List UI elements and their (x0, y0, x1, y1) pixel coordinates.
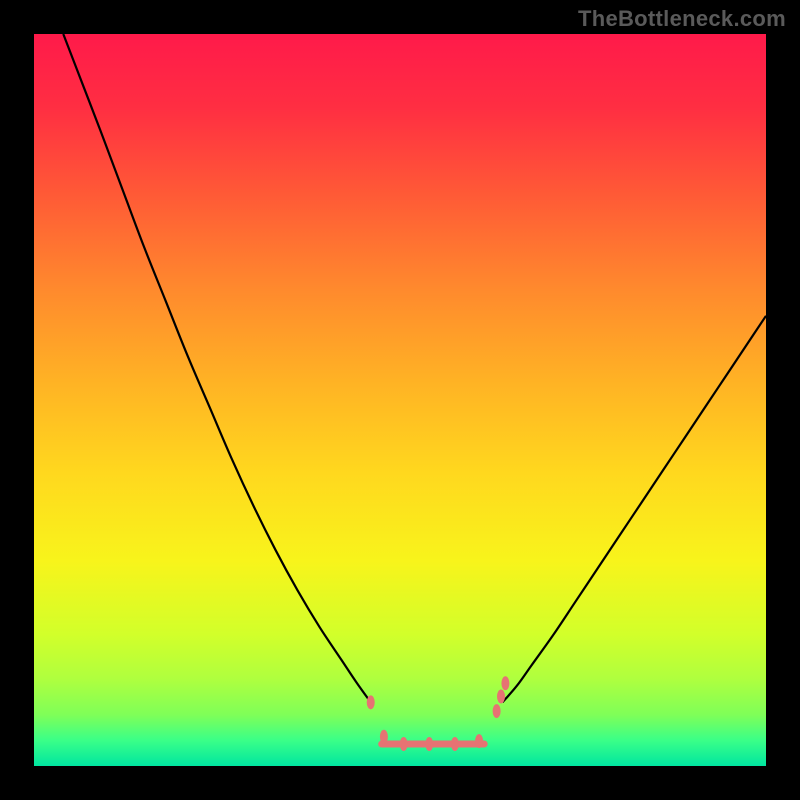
curve-right (502, 316, 766, 702)
chart-svg (34, 34, 766, 766)
marker-point (380, 730, 388, 744)
marker-point (425, 737, 433, 751)
marker-point (400, 737, 408, 751)
marker-group (367, 676, 510, 751)
chart-plot-area (34, 34, 766, 766)
curve-left (63, 34, 370, 702)
marker-point (475, 734, 483, 748)
marker-point (451, 737, 459, 751)
marker-point (367, 695, 375, 709)
marker-point (493, 704, 501, 718)
watermark-text: TheBottleneck.com (578, 6, 786, 32)
marker-point (497, 689, 505, 703)
marker-point (501, 676, 509, 690)
